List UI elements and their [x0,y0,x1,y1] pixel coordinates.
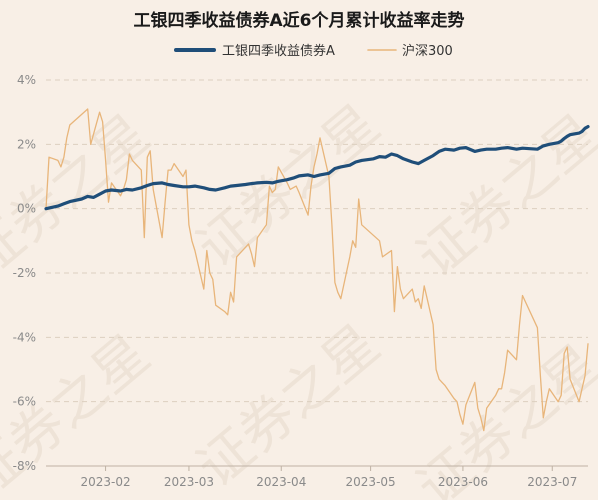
watermark-text: 证券之星 [185,312,391,499]
legend-label-csi300: 沪深300 [402,43,453,59]
grid [46,79,588,467]
x-axis: 2023-02 2023-03 2023-04 2023-05 2023-06 2023-… [46,465,588,489]
series-line-csi300 [45,108,589,432]
watermark-text: 证券之星 [405,102,598,289]
y-tick-label: -6% [13,395,36,409]
legend-label-fund: 工银四季收益债券A [222,43,335,59]
y-tick-label: 0% [17,202,36,216]
x-tick-label: 2023-06 [438,475,488,489]
x-tick-label: 2023-04 [256,475,306,489]
series-line-fund [44,125,590,211]
y-tick-label: 2% [17,137,36,151]
y-tick-label: 4% [17,73,36,87]
y-tick-label: -8% [13,459,36,473]
chart-title: 工银四季收益债券A近6个月累计收益率走势 [134,10,465,31]
x-tick-label: 2023-07 [527,475,577,489]
x-tick-label: 2023-02 [80,475,130,489]
legend: 工银四季收益债券A 沪深300 [174,43,453,59]
y-axis: 4% 2% 0% -2% -4% -6% -8% [13,73,36,473]
watermark-text: 证券之星 [0,322,161,500]
x-tick-label: 2023-05 [346,475,396,489]
series-layer [44,108,590,432]
y-tick-label: -2% [13,266,36,280]
watermark-text: 证券之星 [0,102,161,289]
x-tick-label: 2023-03 [164,475,214,489]
y-tick-label: -4% [13,330,36,344]
